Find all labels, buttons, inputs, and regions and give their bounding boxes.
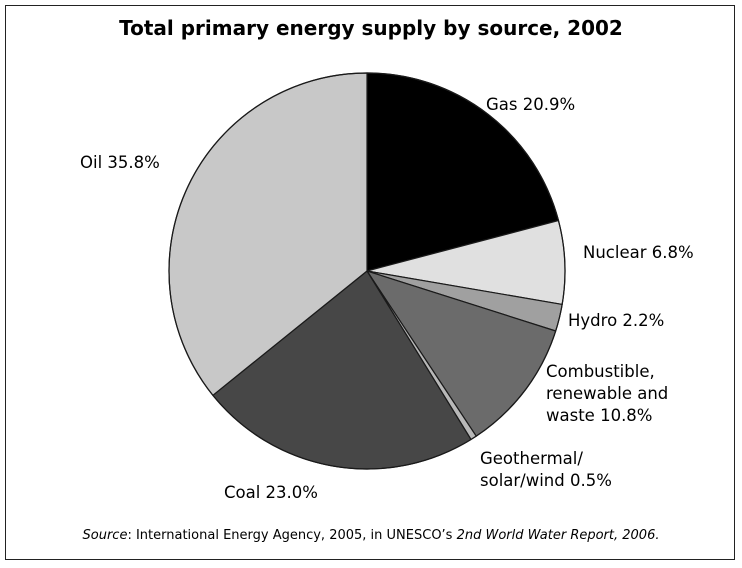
slice-label-line: waste 10.8%: [546, 406, 653, 425]
slice-label: Oil 35.8%: [80, 153, 160, 172]
source-text: : International Energy Agency, 2005, in …: [127, 528, 457, 543]
slice-label: Combustible, renewable and waste 10.8%: [546, 362, 668, 425]
slice-label-line: Oil 35.8%: [80, 153, 160, 172]
chart-title: Total primary energy supply by source, 2…: [119, 16, 623, 40]
slice-label: Coal 23.0%: [224, 483, 318, 502]
slice-label-line: Geothermal/: [480, 449, 583, 468]
pie-labels: Gas 20.9% Nuclear 6.8% Hydro 2.2% Combustib…: [80, 95, 694, 502]
pie-outline: [168, 72, 566, 470]
slice-label-line: Nuclear 6.8%: [583, 243, 694, 262]
source-report-title: 2nd World Water Report, 2006.: [456, 528, 660, 543]
slice-label-line: Hydro 2.2%: [568, 311, 664, 330]
slice-label-line: solar/wind 0.5%: [480, 471, 612, 490]
slice-label-line: Combustible,: [546, 362, 655, 381]
pie-slices: [168, 72, 566, 470]
slice-label-line: Gas 20.9%: [486, 95, 575, 114]
slice-label: Gas 20.9%: [486, 95, 575, 114]
chart-frame: [5, 5, 735, 560]
slice-label-line: renewable and: [546, 384, 668, 403]
slice-label-line: Coal 23.0%: [224, 483, 318, 502]
slice-label: Nuclear 6.8%: [583, 243, 694, 262]
slice-label: Geothermal/solar/wind 0.5%: [480, 449, 612, 490]
source-label: Source: [82, 528, 128, 543]
source-note: Source: International Energy Agency, 200…: [0, 528, 742, 543]
slice-label: Hydro 2.2%: [568, 311, 664, 330]
